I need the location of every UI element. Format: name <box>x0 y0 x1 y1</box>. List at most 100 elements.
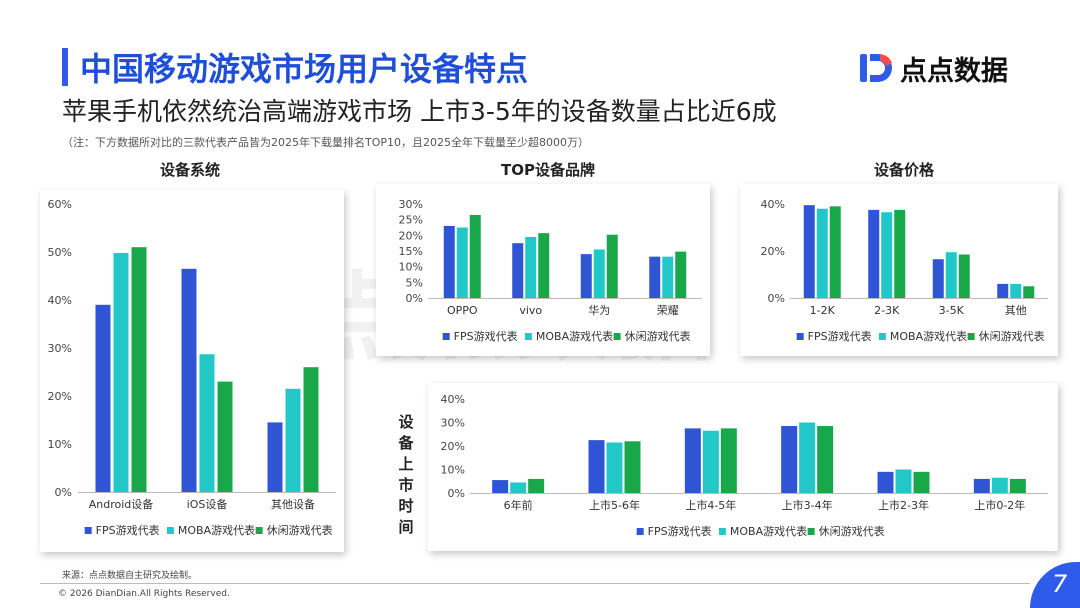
price-legend-label: 休闲游戏代表 <box>979 329 1045 343</box>
age-category-label: 上市0-2年 <box>974 498 1025 512</box>
brand-bar <box>443 225 455 298</box>
age-bar <box>1009 478 1026 493</box>
brand-bar <box>525 236 537 298</box>
os-bar <box>131 247 147 492</box>
brand-logo: 点点数据 <box>858 48 1038 88</box>
price-bar <box>1023 286 1035 298</box>
age-bar <box>817 426 834 493</box>
age-legend-swatch <box>718 528 726 535</box>
price-bar <box>829 206 841 298</box>
os-bar <box>303 367 319 492</box>
age-ytick-label: 40% <box>441 393 465 406</box>
os-ytick-label: 60% <box>48 198 72 211</box>
os-bar <box>217 381 233 492</box>
price-chart: 0% 20% 40% 1-2K 2-3K 3-5K 其他 FPS游戏代表 MOBA游戏代表 休闲游… <box>761 198 1048 343</box>
age-category-label: 6年前 <box>504 498 533 512</box>
price-bar <box>881 212 893 298</box>
brand-category-label: OPPO <box>447 304 478 317</box>
brand-ytick-label: 10% <box>399 261 423 274</box>
brand-legend-label: MOBA游戏代表 <box>536 329 613 343</box>
os-legend-label: MOBA游戏代表 <box>178 523 255 537</box>
brand-category-label: vivo <box>519 304 542 317</box>
age-legend-label: FPS游戏代表 <box>648 524 712 538</box>
os-chart: 0% 10% 20% 30% 40% 50% 60% Android设备 iOS设备 其他设备 FP… <box>48 198 336 537</box>
brand-legend-label: FPS游戏代表 <box>454 329 518 343</box>
title-accent-bar <box>62 48 68 86</box>
brand-logo-text: 点点数据 <box>900 56 1008 87</box>
age-bar <box>510 482 527 493</box>
age-ytick-label: 10% <box>441 464 465 477</box>
price-bar <box>997 283 1009 298</box>
price-category-label: 其他 <box>1005 304 1027 317</box>
age-ytick-label: 0% <box>448 487 465 500</box>
age-ytick-label: 20% <box>441 440 465 453</box>
age-chart: 0% 10% 20% 30% 40% 6年前 上市5-6年 上市4-5年 上市3-4年 上市2-3… <box>441 393 1048 538</box>
os-bar <box>181 268 197 492</box>
copyright: © 2026 DianDian.All Rights Reserved. <box>58 589 230 599</box>
os-ytick-label: 30% <box>48 342 72 355</box>
brand-chart-panel: 0% 5% 10% 15% 20% 25% 30% OPPO vivo 华为 荣耀 FPS游戏代表 MO… <box>376 184 710 356</box>
brand-bar <box>593 249 605 298</box>
os-chart-panel: 0% 10% 20% 30% 40% 50% 60% Android设备 iOS设备 其他设备 FP… <box>40 190 344 552</box>
os-legend-swatch <box>84 527 92 534</box>
brand-ytick-label: 25% <box>399 214 423 227</box>
os-category-label: Android设备 <box>89 497 154 511</box>
os-legend-swatch <box>255 527 263 534</box>
brand-bar <box>456 227 468 298</box>
brand-ytick-label: 20% <box>399 229 423 242</box>
price-legend-label: MOBA游戏代表 <box>890 329 967 343</box>
os-legend-label: 休闲游戏代表 <box>267 523 333 537</box>
price-ytick-label: 40% <box>761 198 785 211</box>
os-bar <box>267 422 283 492</box>
age-bar <box>684 428 701 493</box>
price-chart-title: 设备价格 <box>873 161 935 179</box>
age-bar <box>624 441 641 493</box>
age-bar <box>913 471 930 493</box>
brand-legend-swatch <box>613 333 621 340</box>
page-subtitle: 苹果手机依然统治高端游戏市场 上市3-5年的设备数量占比近6成 <box>62 97 777 126</box>
os-legend-label: FPS游戏代表 <box>96 523 160 537</box>
brand-bar <box>662 256 674 298</box>
dd-logo-icon <box>860 54 892 82</box>
brand-bar <box>675 251 687 298</box>
age-chart-panel: 0% 10% 20% 30% 40% 6年前 上市5-6年 上市4-5年 上市3-4年 上市2-3… <box>428 383 1058 551</box>
age-category-label: 上市2-3年 <box>878 498 929 512</box>
price-category-label: 2-3K <box>874 304 900 317</box>
price-bar <box>958 254 970 298</box>
age-bar <box>799 422 816 493</box>
age-bar <box>895 469 912 493</box>
brand-category-label: 荣耀 <box>657 304 679 317</box>
os-category-label: 其他设备 <box>271 497 315 511</box>
footer-divider <box>40 583 1030 584</box>
brand-legend-label: 休闲游戏代表 <box>625 329 691 343</box>
os-bar <box>199 354 215 492</box>
price-bar <box>945 252 957 298</box>
price-legend-swatch <box>967 333 975 340</box>
os-bar <box>113 252 129 492</box>
age-bar <box>528 478 545 493</box>
price-legend-swatch <box>878 333 886 340</box>
price-bar <box>1010 283 1022 298</box>
price-category-label: 3-5K <box>939 304 965 317</box>
brand-ytick-label: 5% <box>406 276 423 289</box>
age-legend-swatch <box>807 528 815 535</box>
brand-legend-swatch <box>524 333 532 340</box>
price-bar <box>932 259 944 298</box>
os-bar <box>285 388 301 492</box>
age-bar <box>492 480 509 493</box>
brand-bar <box>538 233 550 298</box>
brand-bar <box>606 234 618 298</box>
os-ytick-label: 0% <box>55 486 72 499</box>
age-bar <box>720 428 737 493</box>
price-bar <box>868 209 880 298</box>
brand-bar <box>580 254 592 298</box>
brand-ytick-label: 0% <box>406 292 423 305</box>
page-number-badge: 7 <box>1030 562 1080 608</box>
brand-legend-swatch <box>442 333 450 340</box>
age-legend-label: 休闲游戏代表 <box>819 524 885 538</box>
age-bar <box>877 471 894 493</box>
age-legend-label: MOBA游戏代表 <box>730 524 807 538</box>
price-bar <box>894 209 906 298</box>
os-ytick-label: 50% <box>48 246 72 259</box>
os-ytick-label: 20% <box>48 390 72 403</box>
